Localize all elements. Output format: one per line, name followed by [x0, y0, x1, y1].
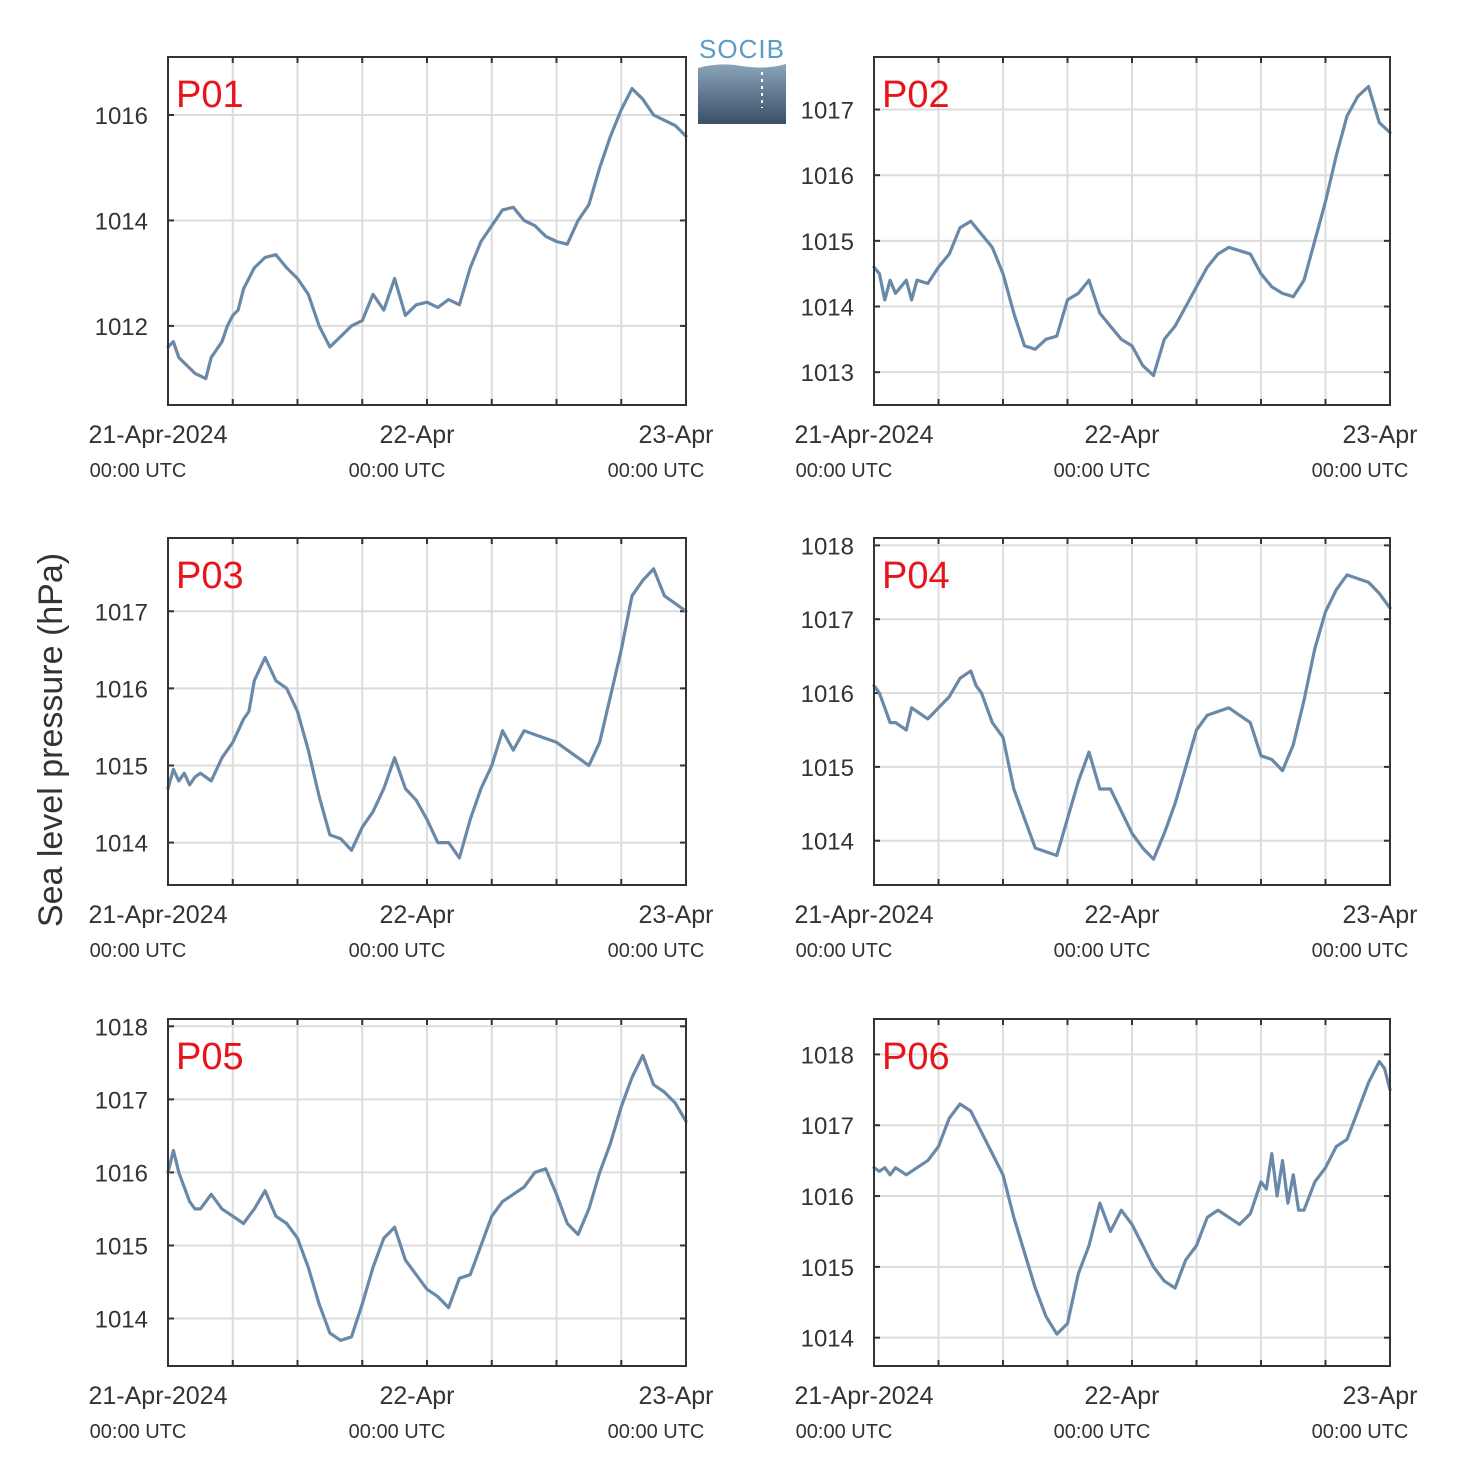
y-tick-label: 1015 [801, 755, 854, 782]
y-tick-label: 1017 [801, 98, 854, 125]
x-tick-sublabel: 00:00 UTC [1312, 940, 1409, 962]
x-tick-label: 23-Apr [1342, 1382, 1417, 1410]
plot-frame [167, 537, 687, 886]
panel-label: P04 [882, 555, 950, 597]
panels: 1012 1014 1016 P01 21-Apr-2024 00:00 UTC 22-Ap… [89, 56, 1418, 1443]
panel-label: P02 [882, 74, 950, 116]
y-tick-label: 1014 [95, 1307, 148, 1334]
y-tick-label: 1015 [95, 753, 148, 780]
y-tick-label: 1016 [95, 103, 148, 130]
y-tick-label: 1014 [95, 831, 148, 858]
x-tick-label: 23-Apr [638, 421, 713, 449]
series-line-p02 [872, 84, 1392, 378]
x-tick-sublabel: 00:00 UTC [608, 1421, 705, 1443]
x-tick-sublabel: 00:00 UTC [90, 940, 187, 962]
plot-frame [167, 56, 687, 406]
y-tick-label: 1018 [95, 1014, 148, 1041]
y-tick-label: 1015 [801, 1255, 854, 1282]
x-tick-label: 21-Apr-2024 [89, 901, 228, 929]
y-tick-label: 1018 [801, 533, 854, 560]
y-tick-label: 1017 [801, 607, 854, 634]
y-tick-label: 1013 [801, 360, 854, 387]
x-tick-label: 21-Apr-2024 [89, 421, 228, 449]
x-tick-sublabel: 00:00 UTC [796, 940, 893, 962]
x-tick-sublabel: 00:00 UTC [90, 1421, 187, 1443]
chart-panel-p06: 1014 1015 1016 1017 1018 P06 21-Apr-2024 00:00 … [795, 1018, 1418, 1443]
y-tick-label: 1014 [801, 295, 854, 322]
x-tick-label: 21-Apr-2024 [795, 1382, 934, 1410]
x-tick-label: 23-Apr [638, 901, 713, 929]
chart-panel-p05: 1014 1015 1016 1017 1018 P05 21-Apr-2024 00:00 … [89, 1014, 714, 1443]
x-tick-sublabel: 00:00 UTC [796, 460, 893, 482]
x-tick-label: 22-Apr [379, 901, 454, 929]
x-tick-sublabel: 00:00 UTC [1054, 1421, 1151, 1443]
y-axis-label: Sea level pressure (hPa) [32, 553, 70, 927]
x-tick-label: 22-Apr [1084, 901, 1159, 929]
chart-panel-p04: 1014 1015 1016 1017 1018 P04 21-Apr-2024 00:00 … [795, 533, 1418, 962]
y-tick-label: 1012 [95, 314, 148, 341]
socib-logo: SOCIB [698, 34, 786, 124]
x-tick-sublabel: 00:00 UTC [796, 1421, 893, 1443]
y-tick-label: 1015 [801, 229, 854, 256]
x-tick-sublabel: 00:00 UTC [1054, 460, 1151, 482]
y-tick-label: 1016 [95, 676, 148, 703]
chart-panel-p02: 1013 1014 1015 1016 1017 P02 21-Apr-2024 00:00 … [795, 56, 1418, 482]
series-line-p06 [872, 1059, 1392, 1336]
y-tick-label: 1016 [801, 163, 854, 190]
series-line-p05 [166, 1053, 688, 1343]
y-tick-label: 1017 [95, 599, 148, 626]
x-tick-sublabel: 00:00 UTC [90, 460, 187, 482]
x-tick-sublabel: 00:00 UTC [349, 1421, 446, 1443]
y-tick-label: 1015 [95, 1233, 148, 1260]
x-tick-label: 22-Apr [379, 421, 454, 449]
x-tick-label: 21-Apr-2024 [795, 421, 934, 449]
x-tick-sublabel: 00:00 UTC [1312, 460, 1409, 482]
x-tick-label: 23-Apr [1342, 901, 1417, 929]
panel-label: P05 [176, 1036, 244, 1078]
chart-panel-p01: 1012 1014 1016 P01 21-Apr-2024 00:00 UTC 22-Ap… [89, 56, 714, 482]
x-tick-label: 21-Apr-2024 [89, 1382, 228, 1410]
x-tick-sublabel: 00:00 UTC [1312, 1421, 1409, 1443]
x-tick-label: 22-Apr [1084, 1382, 1159, 1410]
y-tick-label: 1016 [95, 1160, 148, 1187]
plot-frame [167, 1018, 687, 1367]
x-tick-sublabel: 00:00 UTC [349, 940, 446, 962]
y-tick-label: 1018 [801, 1042, 854, 1069]
y-tick-label: 1016 [801, 1184, 854, 1211]
x-tick-sublabel: 00:00 UTC [1054, 940, 1151, 962]
y-tick-label: 1014 [801, 829, 854, 856]
x-tick-label: 22-Apr [379, 1382, 454, 1410]
plot-frame [873, 537, 1391, 886]
plot-frame [873, 1018, 1391, 1367]
y-tick-label: 1014 [801, 1326, 854, 1353]
x-tick-sublabel: 00:00 UTC [608, 460, 705, 482]
logo-text: SOCIB [699, 34, 785, 64]
y-tick-label: 1017 [801, 1113, 854, 1140]
x-tick-label: 23-Apr [1342, 421, 1417, 449]
panel-label: P03 [176, 555, 244, 597]
x-tick-label: 23-Apr [638, 1382, 713, 1410]
x-tick-sublabel: 00:00 UTC [608, 940, 705, 962]
panel-label: P01 [176, 74, 244, 116]
logo-wave-icon [698, 64, 786, 124]
x-tick-label: 21-Apr-2024 [795, 901, 934, 929]
y-tick-label: 1014 [95, 208, 148, 235]
chart-panel-p03: 1014 1015 1016 1017 P03 21-Apr-2024 00:00 UTC 2… [89, 537, 714, 962]
series-line-p01 [166, 86, 688, 381]
y-tick-label: 1017 [95, 1087, 148, 1114]
panel-label: P06 [882, 1036, 950, 1078]
series-line-p03 [166, 567, 688, 860]
x-tick-sublabel: 00:00 UTC [349, 460, 446, 482]
plot-frame [873, 56, 1391, 406]
series-line-p04 [872, 573, 1392, 861]
x-tick-label: 22-Apr [1084, 421, 1159, 449]
y-tick-label: 1016 [801, 681, 854, 708]
